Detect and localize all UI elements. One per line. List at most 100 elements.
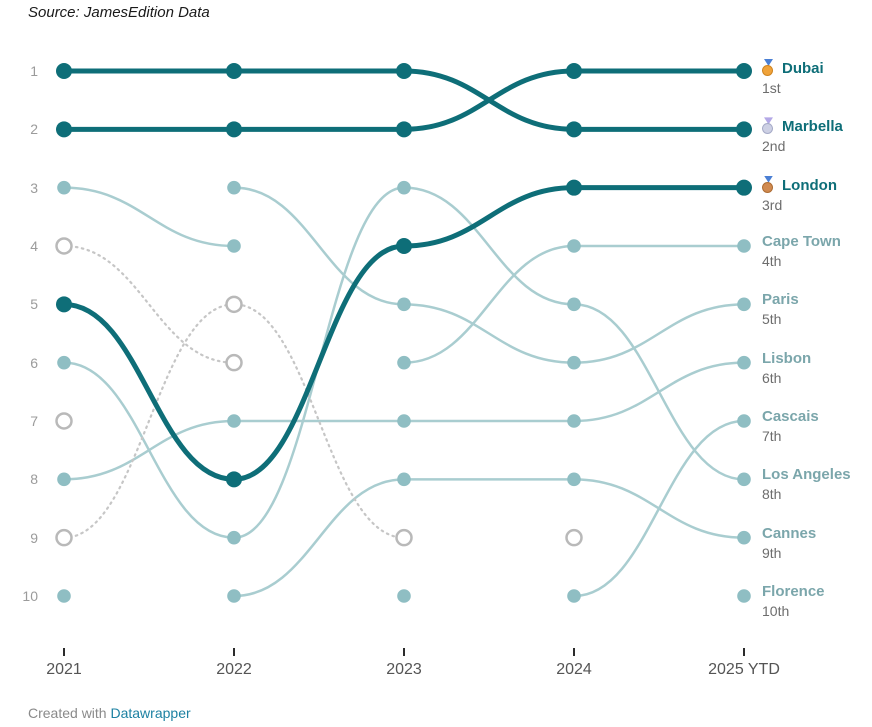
series-label-florence: Florence 10th bbox=[762, 582, 825, 619]
rank-ordinal: 4th bbox=[762, 252, 782, 269]
bronze-medal-icon bbox=[762, 176, 775, 193]
data-point-marbella bbox=[396, 63, 412, 79]
rank-axis-label-7: 7 bbox=[30, 412, 38, 429]
data-point-cape-town bbox=[397, 355, 411, 370]
city-name: Florence bbox=[762, 582, 825, 600]
gold-medal-icon bbox=[762, 59, 775, 76]
city-name: Paris bbox=[762, 291, 799, 309]
data-point-los-angeles bbox=[57, 355, 71, 370]
data-point-los-angeles bbox=[567, 297, 581, 312]
rank-axis-label-9: 9 bbox=[30, 529, 38, 546]
rank-ordinal: 3rd bbox=[762, 196, 783, 213]
data-point-paris bbox=[397, 297, 411, 312]
series-line-paris bbox=[232, 186, 746, 364]
data-point-unlabeled-dotted-1 bbox=[55, 528, 73, 547]
rank-axis-label-1: 1 bbox=[30, 63, 38, 79]
series-line-london bbox=[61, 185, 747, 482]
data-point-dubai bbox=[56, 121, 72, 138]
series-line-unlabeled-solid bbox=[62, 186, 236, 248]
rank-ordinal: 1st bbox=[762, 80, 781, 96]
series-label-los-angeles: Los Angeles 8th bbox=[762, 466, 851, 503]
year-label-2024: 2024 bbox=[556, 661, 592, 678]
data-point-dubai bbox=[566, 63, 582, 79]
city-name: Cannes bbox=[762, 524, 817, 542]
data-point-cannes bbox=[737, 530, 751, 545]
data-point-dubai bbox=[736, 63, 752, 79]
rank-ordinal: 5th bbox=[762, 311, 782, 328]
data-point-cannes bbox=[227, 589, 241, 603]
series-line-marbella bbox=[61, 68, 747, 132]
data-point-cannes bbox=[397, 472, 411, 487]
series-line-dubai bbox=[61, 68, 747, 132]
series-line-unlabeled-dotted-2 bbox=[62, 244, 236, 364]
axis-tick bbox=[403, 648, 405, 656]
data-point-london bbox=[396, 237, 412, 254]
data-point-cape-town bbox=[567, 239, 581, 253]
rank-axis-label-2: 2 bbox=[30, 121, 38, 138]
axis-tick bbox=[233, 648, 235, 656]
data-point-marbella bbox=[736, 121, 752, 138]
year-label-2022: 2022 bbox=[216, 661, 252, 678]
data-point-unlabeled-solid bbox=[57, 180, 71, 195]
data-point-marbella bbox=[566, 121, 582, 138]
axis-tick bbox=[573, 648, 575, 656]
data-point-los-angeles bbox=[737, 472, 751, 487]
data-point-florence bbox=[737, 589, 751, 603]
rank-axis-label-6: 6 bbox=[30, 354, 38, 371]
data-point-lisbon bbox=[57, 472, 71, 487]
data-point-unlabeled-solid bbox=[227, 239, 241, 253]
data-point-london bbox=[736, 179, 752, 196]
attribution-text: Created with bbox=[28, 705, 111, 721]
data-point-unlabeled bbox=[397, 589, 411, 603]
series-line-los-angeles bbox=[62, 186, 746, 539]
series-label-cannes: Cannes 9th bbox=[762, 524, 817, 561]
city-name: Cascais bbox=[762, 407, 819, 425]
city-name: London bbox=[782, 176, 837, 194]
source-note: Source: JamesEdition Data bbox=[28, 4, 210, 21]
data-point-unlabeled-dotted-1 bbox=[395, 528, 413, 547]
rank-axis-label-5: 5 bbox=[30, 296, 38, 313]
data-point-marbella bbox=[56, 63, 72, 79]
data-point-cascais bbox=[567, 589, 581, 603]
data-point-unlabeled bbox=[565, 528, 583, 547]
series-label-paris: Paris 5th bbox=[762, 291, 799, 328]
series-label-dubai: Dubai 1st bbox=[762, 59, 824, 96]
rank-axis-label-8: 8 bbox=[30, 471, 38, 488]
city-name: Cape Town bbox=[762, 232, 841, 250]
city-name: Dubai bbox=[782, 60, 824, 77]
data-point-lisbon bbox=[227, 414, 241, 428]
rank-axis-label-10: 10 bbox=[22, 587, 38, 604]
axis-tick bbox=[743, 648, 745, 656]
axis-tick bbox=[63, 648, 65, 656]
rank-axis-label-4: 4 bbox=[30, 237, 38, 254]
series-label-london: London 3rd bbox=[762, 176, 837, 213]
series-line-unlabeled-dotted-1 bbox=[62, 303, 406, 539]
data-point-unlabeled bbox=[55, 412, 73, 430]
datawrapper-link[interactable]: Datawrapper bbox=[110, 705, 191, 721]
data-point-cascais bbox=[737, 414, 751, 428]
data-point-unlabeled-dotted-2 bbox=[225, 353, 243, 372]
rank-ordinal: 9th bbox=[762, 544, 782, 561]
data-point-unlabeled-dotted-1 bbox=[225, 295, 243, 314]
attribution-footer: Created with Datawrapper bbox=[28, 705, 191, 721]
year-label-2021: 2021 bbox=[46, 661, 82, 678]
city-name: Los Angeles bbox=[762, 466, 851, 484]
data-point-cannes bbox=[567, 472, 581, 487]
series-label-cape-town: Cape Town 4th bbox=[762, 232, 841, 269]
silver-medal-icon bbox=[762, 117, 775, 135]
data-point-cape-town bbox=[737, 239, 751, 253]
series-label-lisbon: Lisbon 6th bbox=[762, 350, 811, 386]
series-label-marbella: Marbella 2nd bbox=[762, 117, 843, 154]
data-point-unlabeled bbox=[57, 589, 71, 603]
data-point-los-angeles bbox=[227, 530, 241, 545]
data-point-dubai bbox=[226, 121, 242, 138]
city-name: Marbella bbox=[782, 118, 843, 136]
rank-ordinal: 2nd bbox=[762, 138, 786, 155]
data-point-london bbox=[566, 179, 582, 196]
year-label-2023: 2023 bbox=[386, 661, 422, 678]
data-point-unlabeled-dotted-2 bbox=[55, 237, 73, 255]
data-point-lisbon bbox=[397, 414, 411, 428]
data-point-paris bbox=[227, 180, 241, 195]
